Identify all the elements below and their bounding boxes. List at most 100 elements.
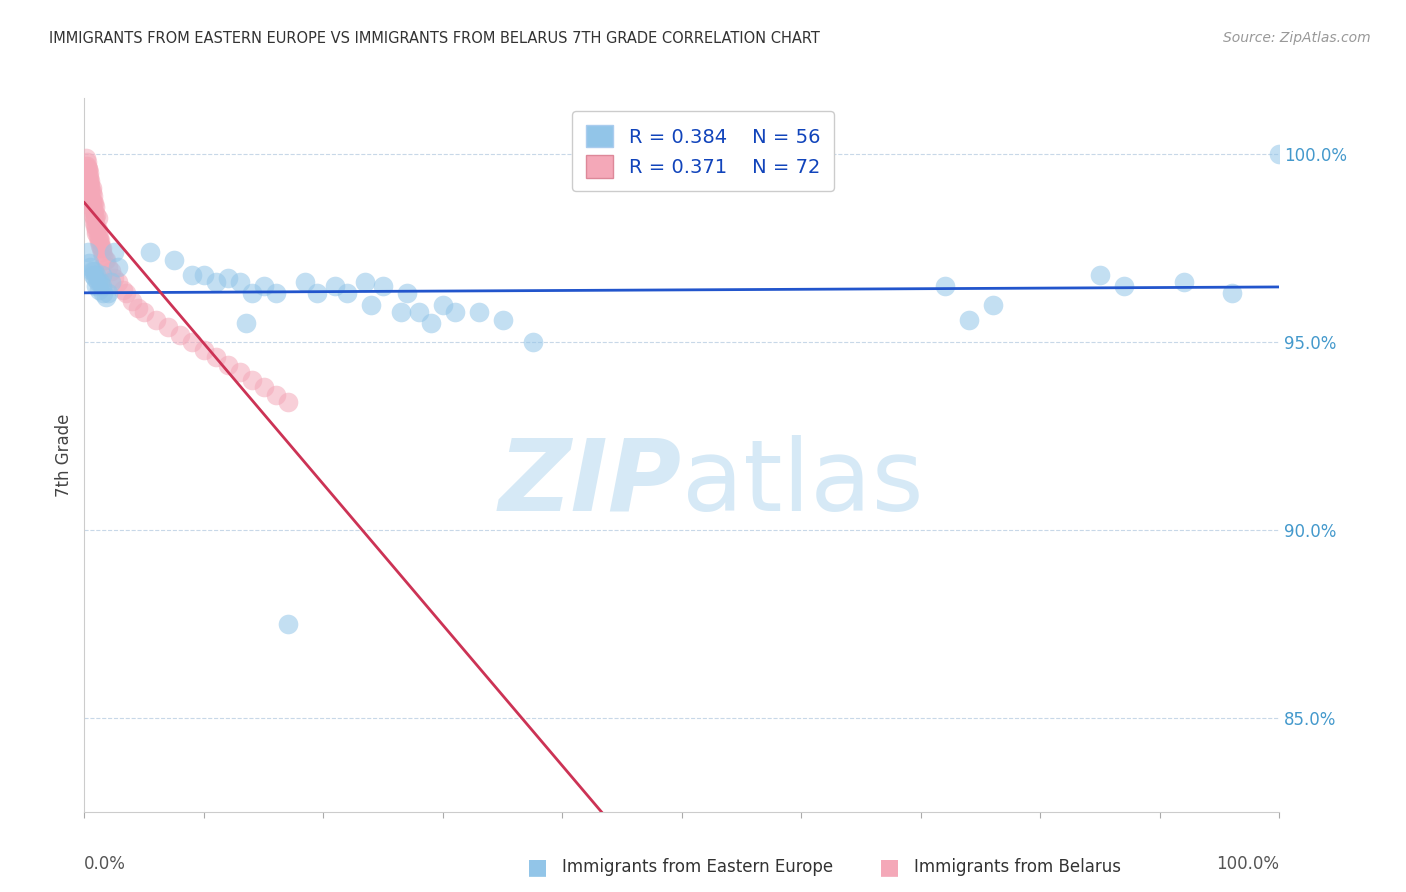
Point — [91, 241, 114, 255]
Point — [82, 208, 104, 222]
Point — [91, 279, 114, 293]
Text: ■: ■ — [527, 857, 548, 877]
Point — [100, 275, 122, 289]
Point — [193, 343, 215, 357]
Point — [87, 283, 110, 297]
Point — [169, 327, 191, 342]
Point — [253, 380, 276, 394]
Point — [77, 169, 100, 184]
Point — [103, 271, 125, 285]
Text: Immigrants from Belarus: Immigrants from Belarus — [914, 858, 1121, 876]
Point — [307, 286, 329, 301]
Point — [115, 286, 138, 301]
Point — [79, 260, 101, 274]
Point — [77, 245, 100, 260]
Point — [77, 169, 100, 184]
Point — [76, 166, 98, 180]
Point — [103, 245, 125, 260]
Point — [84, 211, 107, 226]
Point — [240, 286, 263, 301]
Point — [235, 317, 257, 331]
Point — [127, 301, 149, 316]
Text: Source: ZipAtlas.com: Source: ZipAtlas.com — [1223, 31, 1371, 45]
Point — [107, 260, 129, 274]
Point — [354, 275, 377, 289]
Point — [91, 245, 114, 260]
Point — [86, 222, 108, 236]
Point — [77, 162, 100, 177]
Point — [93, 286, 115, 301]
Point — [87, 234, 110, 248]
Point — [77, 174, 100, 188]
Point — [100, 264, 122, 278]
Text: 100.0%: 100.0% — [1216, 855, 1279, 872]
Point — [79, 178, 101, 192]
Point — [97, 286, 120, 301]
Legend: R = 0.384    N = 56, R = 0.371    N = 72: R = 0.384 N = 56, R = 0.371 N = 72 — [572, 112, 834, 191]
Point — [420, 317, 443, 331]
Point — [264, 388, 287, 402]
Text: atlas: atlas — [682, 435, 924, 532]
Point — [86, 230, 108, 244]
Point — [89, 275, 111, 289]
Point — [79, 188, 101, 202]
Point — [205, 275, 228, 289]
Point — [294, 275, 316, 289]
Point — [240, 373, 263, 387]
Point — [91, 268, 114, 282]
Point — [277, 395, 299, 409]
Point — [77, 162, 100, 177]
Point — [253, 279, 276, 293]
Point — [163, 252, 186, 267]
Point — [77, 174, 100, 188]
Point — [468, 305, 491, 319]
Point — [82, 196, 104, 211]
Point — [80, 193, 103, 207]
Point — [336, 286, 359, 301]
Point — [93, 252, 115, 267]
Point — [77, 166, 100, 180]
Point — [83, 203, 105, 218]
Point — [981, 298, 1004, 312]
Point — [84, 219, 107, 233]
Point — [80, 200, 103, 214]
Point — [181, 268, 204, 282]
Point — [957, 312, 980, 326]
Point — [111, 283, 134, 297]
Point — [181, 335, 204, 350]
Text: 0.0%: 0.0% — [84, 855, 127, 872]
Point — [80, 185, 103, 199]
Point — [1114, 279, 1136, 293]
Point — [82, 203, 104, 218]
Point — [79, 185, 101, 199]
Point — [229, 365, 252, 379]
Point — [1220, 286, 1243, 301]
Point — [264, 286, 287, 301]
Point — [82, 268, 104, 282]
Point — [94, 290, 117, 304]
Point — [86, 227, 108, 241]
Point — [86, 275, 108, 289]
Point — [86, 219, 108, 233]
Point — [217, 271, 239, 285]
Point — [76, 159, 98, 173]
Point — [229, 275, 252, 289]
Point — [1268, 147, 1291, 161]
Point — [1090, 268, 1112, 282]
Point — [934, 279, 956, 293]
Point — [277, 616, 299, 631]
Point — [79, 181, 101, 195]
Point — [121, 293, 143, 308]
Point — [86, 208, 108, 222]
Text: IMMIGRANTS FROM EASTERN EUROPE VS IMMIGRANTS FROM BELARUS 7TH GRADE CORRELATION : IMMIGRANTS FROM EASTERN EUROPE VS IMMIGR… — [49, 31, 820, 46]
Point — [83, 196, 105, 211]
Point — [84, 200, 107, 214]
Point — [97, 260, 120, 274]
Text: ■: ■ — [879, 857, 900, 877]
Point — [432, 298, 454, 312]
Point — [87, 230, 110, 244]
Point — [360, 298, 382, 312]
Point — [132, 305, 156, 319]
Point — [75, 151, 97, 165]
Point — [80, 196, 103, 211]
